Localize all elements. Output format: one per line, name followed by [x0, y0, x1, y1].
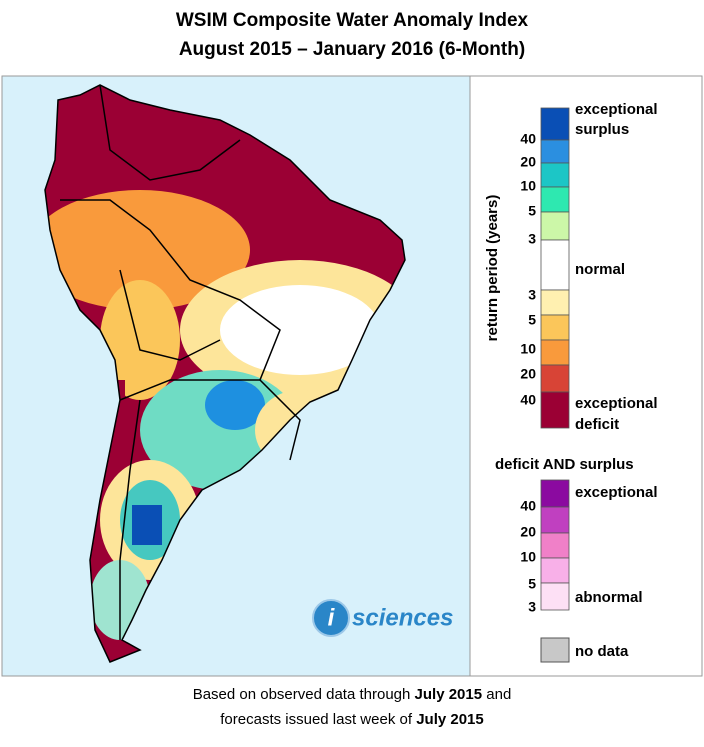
footer-line: forecasts issued last week of July 2015	[0, 711, 704, 728]
surplus-tick: 40	[520, 131, 536, 147]
no-data-swatch	[540, 637, 570, 663]
map-figure: i sciences return period (years) excepti…	[1, 75, 703, 677]
both-tick: 3	[528, 599, 536, 615]
legend-panel	[469, 75, 703, 677]
surplus-label: surplus	[575, 121, 629, 138]
deficit-label: exceptional	[575, 395, 658, 412]
both-tick: 10	[520, 549, 536, 565]
footer-text: Based on observed data through	[192, 686, 411, 703]
both-bar	[540, 479, 570, 611]
deficit-tick: 5	[528, 312, 536, 328]
footer-text: forecasts issued last week of	[220, 711, 413, 728]
both-title: deficit AND surplus	[495, 456, 634, 473]
both-tick: 5	[528, 576, 536, 592]
both-tick: 20	[520, 524, 536, 540]
no-data-label: no data	[575, 643, 629, 660]
footer-line: Based on observed data through July 2015…	[0, 686, 704, 703]
surplus-tick: 3	[528, 231, 536, 247]
legend-axis-label: return period (years)	[484, 195, 501, 342]
subtitle: August 2015 – January 2016 (6-Month)	[178, 39, 526, 60]
logo-icon	[312, 599, 350, 637]
deficit-tick: 3	[528, 287, 536, 303]
surplus-tick: 5	[528, 203, 536, 219]
title: WSIM Composite Water Anomaly Index	[175, 10, 529, 31]
footer-text: and	[486, 686, 512, 703]
legend-ticks: 40 20 10 5 3 3 5 10 20 40 40 20 10 5 3	[520, 131, 536, 615]
logo-letter: i	[328, 604, 336, 631]
both-top-label: exceptional	[575, 484, 658, 501]
surplus-tick: 20	[520, 154, 536, 170]
footer-bold: July 2015	[416, 711, 484, 728]
deficit-tick: 40	[520, 392, 536, 408]
deficit-tick: 10	[520, 341, 536, 357]
deficit-label: deficit	[575, 416, 619, 433]
footer-bold: July 2015	[414, 686, 483, 703]
normal-label: normal	[575, 261, 625, 278]
borders	[44, 84, 406, 663]
both-tick: 40	[520, 498, 536, 514]
logo-text: sciences	[352, 604, 453, 631]
deficit-tick: 20	[520, 366, 536, 382]
surplus-tick: 10	[520, 178, 536, 194]
legend-bar	[540, 107, 570, 429]
surplus-label: exceptional	[575, 101, 658, 118]
both-bottom-label: abnormal	[575, 589, 643, 606]
